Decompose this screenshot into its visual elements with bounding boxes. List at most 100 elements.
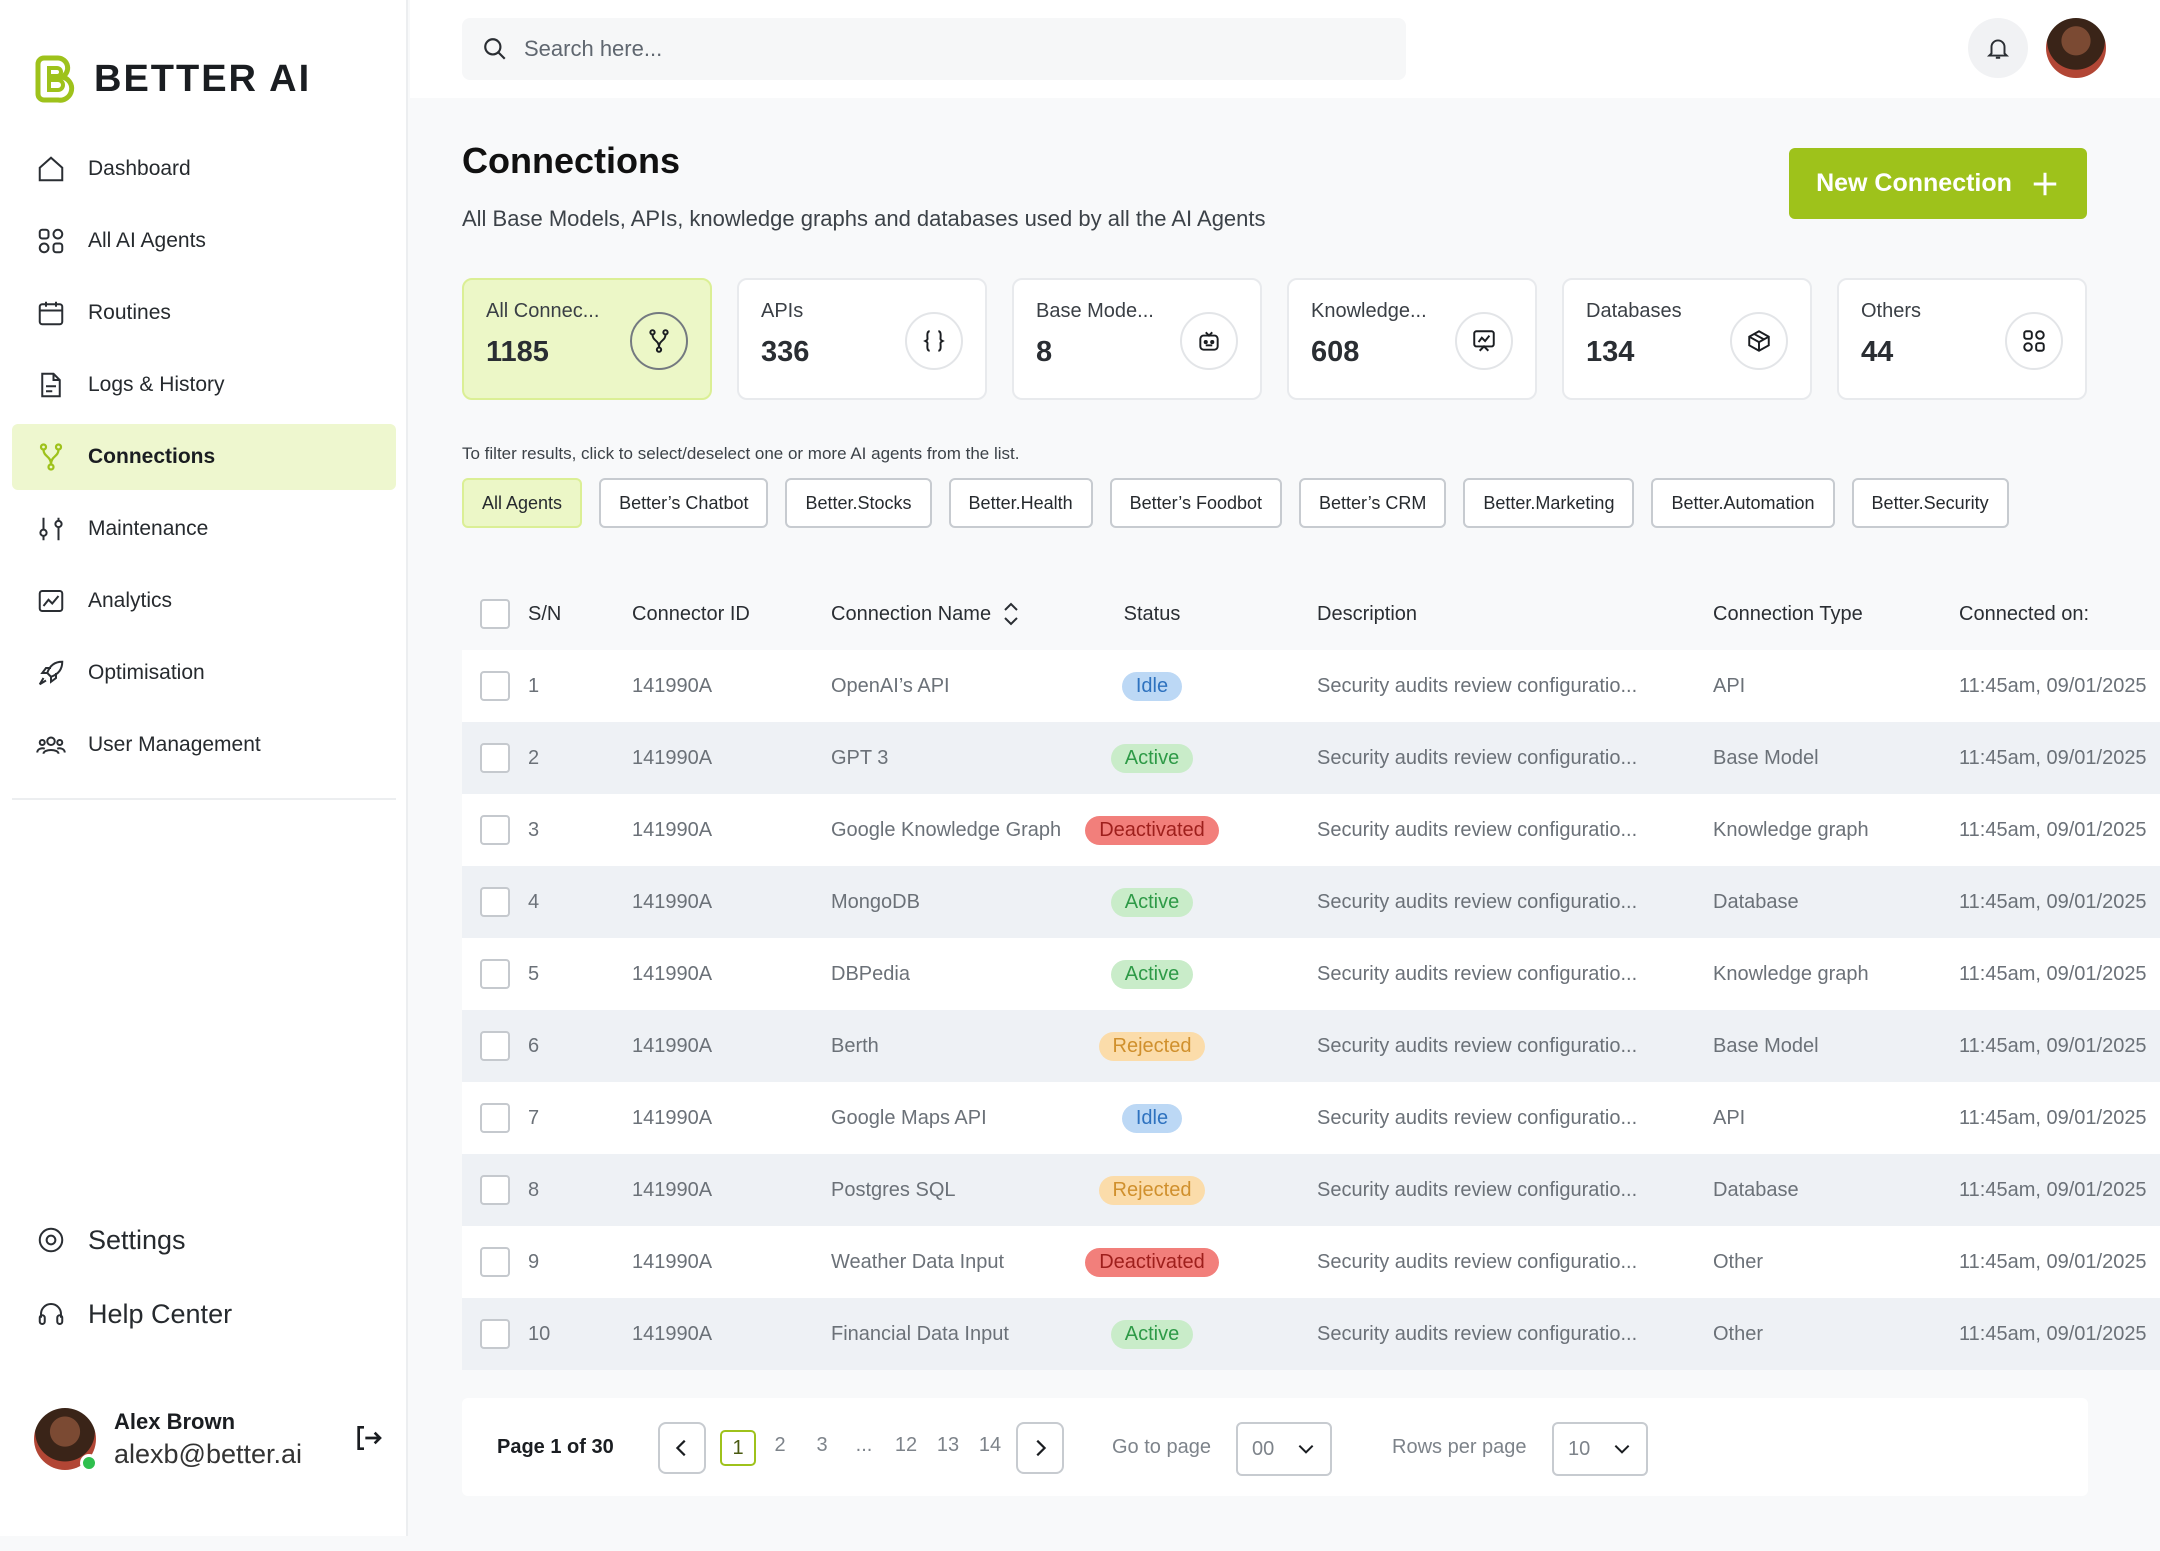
cell-description: Security audits review configuratio...	[1317, 818, 1638, 841]
rows-per-page-select[interactable]: 10	[1552, 1422, 1648, 1476]
cell-description: Security audits review configuratio...	[1317, 746, 1638, 769]
table-row[interactable]: 8 141990A Postgres SQL Rejected Security aud…	[462, 1154, 2160, 1226]
row-checkbox[interactable]	[480, 1319, 510, 1349]
table-row[interactable]: 1 141990A OpenAI’s API Idle Security audits …	[462, 650, 2160, 722]
status-badge: Active	[1110, 743, 1194, 773]
header-description: Description	[1317, 602, 1418, 625]
cell-connector-id: 141990A	[632, 1034, 713, 1057]
cell-connection-name: Berth	[831, 1034, 879, 1057]
sort-icon[interactable]	[1001, 601, 1021, 627]
nav-item-all-ai-agents[interactable]: All AI Agents	[12, 208, 396, 274]
status-badge: Active	[1110, 887, 1194, 917]
grid-icon	[38, 228, 64, 254]
cell-connection-name: OpenAI’s API	[831, 674, 950, 697]
card-apis[interactable]: APIs 336	[737, 278, 987, 400]
cell-sn: 6	[528, 1034, 540, 1057]
chip-agent[interactable]: Better’s Chatbot	[599, 478, 769, 528]
chip-agent[interactable]: Better’s CRM	[1299, 478, 1447, 528]
chip-agent[interactable]: Better.Marketing	[1463, 478, 1635, 528]
user-email: alexb@better.ai	[114, 1438, 303, 1469]
headset-icon	[38, 1303, 64, 1325]
profile-avatar[interactable]	[2046, 18, 2106, 78]
table-row[interactable]: 3 141990A Google Knowledge Graph Deactivate…	[462, 794, 2160, 866]
prev-page-button[interactable]	[658, 1422, 706, 1474]
page-number[interactable]: 12	[894, 1434, 918, 1456]
chip-all-agents[interactable]: All Agents	[462, 478, 583, 528]
grid-icon	[2023, 330, 2045, 352]
row-checkbox[interactable]	[480, 1103, 510, 1133]
nav-item-connections[interactable]: Connections	[12, 424, 396, 490]
row-checkbox[interactable]	[480, 743, 510, 773]
card-databases[interactable]: Databases 134	[1562, 278, 1812, 400]
search-bar[interactable]	[462, 18, 1406, 80]
cell-sn: 8	[528, 1178, 540, 1201]
row-checkbox[interactable]	[480, 959, 510, 989]
brand-logo[interactable]: BETTER AI	[34, 54, 311, 104]
table-row[interactable]: 6 141990A Berth Rejected Security audits rev…	[462, 1010, 2160, 1082]
chip-agent[interactable]: Better.Security	[1851, 478, 2009, 528]
cell-sn: 1	[528, 674, 540, 697]
cell-status: Rejected	[1074, 1031, 1230, 1061]
avatar[interactable]	[34, 1408, 98, 1472]
row-checkbox[interactable]	[480, 1247, 510, 1277]
card-all-connections[interactable]: All Connec... 1185	[462, 278, 712, 400]
chip-agent[interactable]: Better.Automation	[1651, 478, 1835, 528]
table-row[interactable]: 2 141990A GPT 3 Active Security audits revie…	[462, 722, 2160, 794]
chip-agent[interactable]: Better.Health	[948, 478, 1093, 528]
row-checkbox[interactable]	[480, 815, 510, 845]
chart-icon	[38, 590, 64, 612]
row-checkbox[interactable]	[480, 1031, 510, 1061]
cell-connection-name: GPT 3	[831, 746, 889, 769]
pagination: Page 1 of 30 1 2 3 ... 12 13 14 Go to pa…	[462, 1398, 2088, 1496]
calendar-icon	[38, 301, 64, 326]
nav-item-routines[interactable]: Routines	[12, 280, 396, 346]
nav-item-user-management[interactable]: User Management	[12, 712, 396, 778]
cell-connection-name: Google Knowledge Graph	[831, 818, 1062, 841]
row-checkbox[interactable]	[480, 671, 510, 701]
header-status: Status	[1123, 602, 1181, 625]
page-number[interactable]: 1	[720, 1430, 756, 1466]
logout-icon[interactable]	[352, 1422, 384, 1454]
page-number[interactable]: 3	[816, 1434, 828, 1456]
search-input[interactable]	[524, 36, 1324, 62]
page-indicator: Page 1 of 30	[497, 1436, 614, 1458]
table-row[interactable]: 5 141990A DBPedia Active Security audits rev…	[462, 938, 2160, 1010]
notifications-button[interactable]	[1968, 18, 2028, 78]
card-others[interactable]: Others 44	[1837, 278, 2087, 400]
page-number[interactable]: 2	[774, 1434, 786, 1456]
row-checkbox[interactable]	[480, 1175, 510, 1205]
chip-agent[interactable]: Better’s Foodbot	[1109, 478, 1283, 528]
table-row[interactable]: 10 141990A Financial Data Input Active Secur…	[462, 1298, 2160, 1370]
nav-item-settings[interactable]: Settings	[12, 1206, 396, 1274]
robot-icon	[1199, 331, 1219, 351]
nav-item-help-center[interactable]: Help Center	[12, 1280, 396, 1348]
header-connection-name[interactable]: Connection Name	[831, 601, 1021, 627]
card-label: Others	[1861, 300, 1922, 322]
nav-item-optimisation[interactable]: Optimisation	[12, 640, 396, 706]
better-logo-icon	[35, 55, 75, 103]
card-base-models[interactable]: Base Mode... 8	[1012, 278, 1262, 400]
next-page-button[interactable]	[1016, 1422, 1064, 1474]
nav-item-maintenance[interactable]: Maintenance	[12, 496, 396, 562]
select-all-checkbox[interactable]	[480, 599, 510, 629]
chip-agent[interactable]: Better.Stocks	[785, 478, 932, 528]
cell-connector-id: 141990A	[632, 890, 713, 913]
goto-page-select[interactable]: 00	[1236, 1422, 1332, 1476]
table-row[interactable]: 9 141990A Weather Data Input Deactivated Sec…	[462, 1226, 2160, 1298]
cell-connected-on: 11:45am, 09/01/2025	[1959, 818, 2147, 841]
page-number[interactable]: 14	[978, 1434, 1002, 1456]
table-row[interactable]: 4 141990A MongoDB Active Security audits rev…	[462, 866, 2160, 938]
card-knowledge[interactable]: Knowledge... 608	[1287, 278, 1537, 400]
cell-connected-on: 11:45am, 09/01/2025	[1959, 1106, 2147, 1129]
page-number[interactable]: 13	[936, 1434, 960, 1456]
table-header: S/N Connector ID Connection Name Status …	[462, 578, 2160, 650]
card-label: All Connec...	[486, 300, 600, 322]
nav-item-dashboard[interactable]: Dashboard	[12, 136, 396, 202]
table-row[interactable]: 7 141990A Google Maps API Idle Security audi…	[462, 1082, 2160, 1154]
row-checkbox[interactable]	[480, 887, 510, 917]
nav-item-analytics[interactable]: Analytics	[12, 568, 396, 634]
nav-item-logs-history[interactable]: Logs & History	[12, 352, 396, 418]
presentation-chart-icon	[1473, 330, 1495, 352]
connections-table: S/N Connector ID Connection Name Status …	[462, 578, 2160, 1370]
new-connection-button[interactable]: New Connection	[1789, 148, 2087, 219]
